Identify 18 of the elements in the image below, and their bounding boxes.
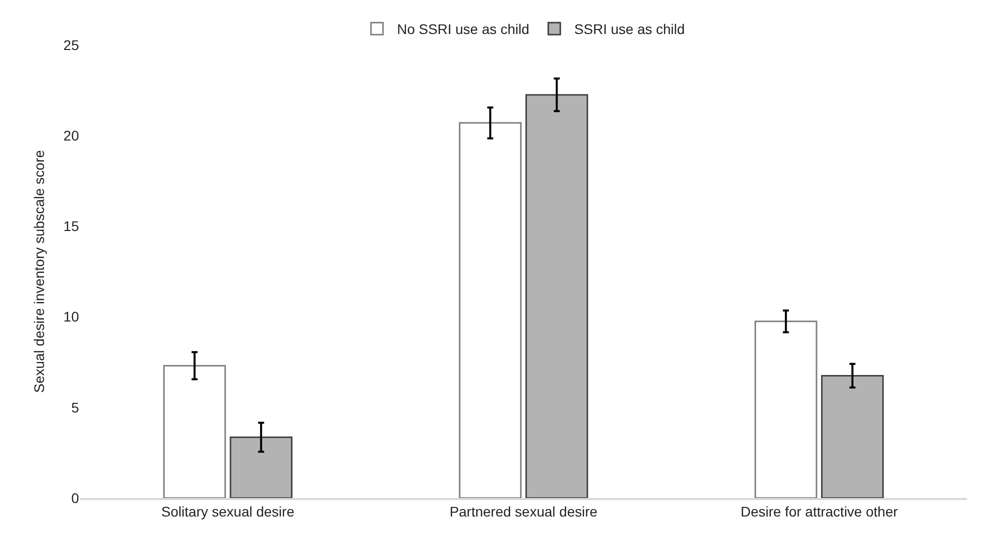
y-tick-label: 5 bbox=[71, 399, 80, 416]
y-tick-label: 15 bbox=[63, 218, 80, 234]
y-tick-label: 20 bbox=[63, 128, 80, 144]
y-tick-label: 25 bbox=[63, 36, 80, 53]
y-tick-label: 10 bbox=[63, 308, 80, 325]
bar bbox=[754, 320, 818, 498]
x-tick-label: Partnered sexual desire bbox=[450, 504, 598, 520]
x-tick-label: Desire for attractive other bbox=[740, 504, 898, 520]
bar bbox=[821, 374, 884, 498]
y-tick-label: 0 bbox=[71, 490, 80, 506]
bar bbox=[458, 122, 522, 498]
y-axis-title: Sexual desire inventory subscale score bbox=[31, 150, 48, 393]
bar bbox=[230, 436, 292, 498]
legend-label: SSRI use as child bbox=[574, 21, 685, 38]
bar bbox=[525, 94, 588, 498]
legend-label: No SSRI use as child bbox=[397, 21, 530, 38]
bar bbox=[163, 364, 226, 498]
x-tick-label: Solitary sexual desire bbox=[161, 504, 295, 520]
